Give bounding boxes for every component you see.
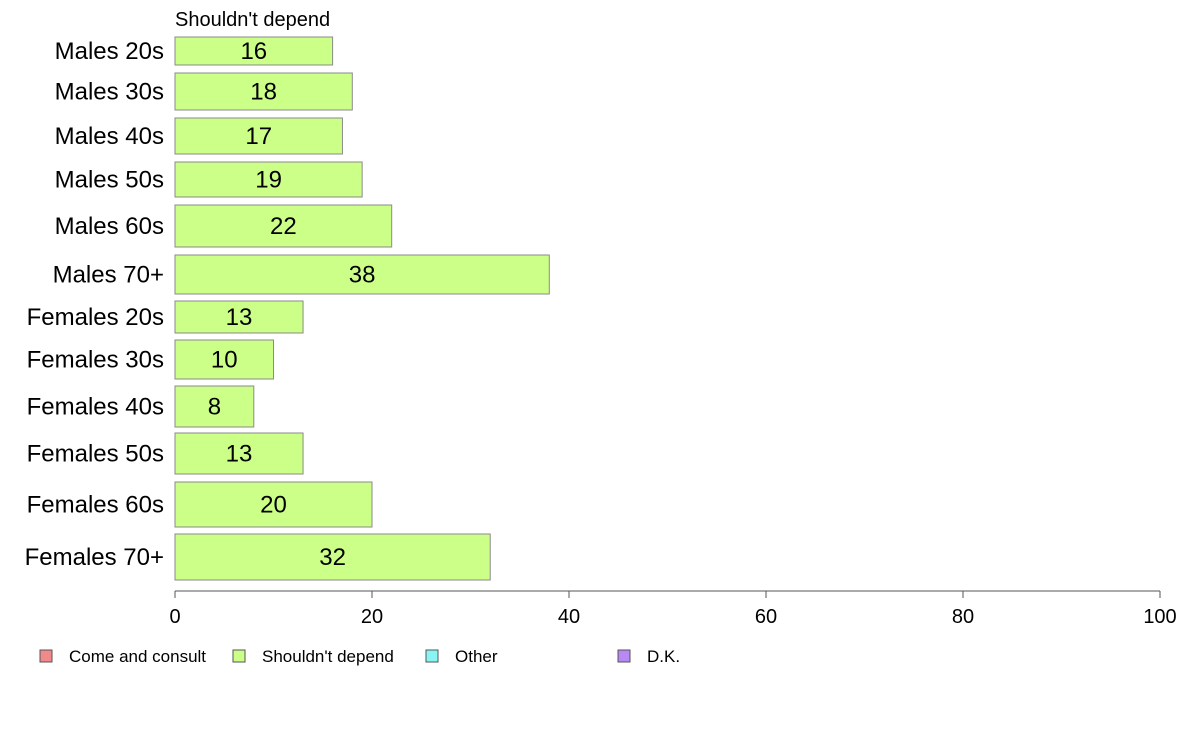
bar-males-30s [174,72,353,111]
bar-value-label: 20 [260,492,287,519]
legend-label-shouldn-t-depend: Shouldn't depend [262,647,394,666]
bar-value-label: 16 [240,38,267,65]
bar-females-20s [174,300,304,334]
x-axis: 0 20 40 60 80 100 [169,590,1177,628]
category-label: Females 70+ [25,544,164,571]
bar-value-label: 22 [270,213,297,240]
legend-swatch-d-k [617,649,631,663]
x-tick-label: 20 [361,606,383,628]
bar-value-label: 19 [255,167,282,194]
legend-swatch-other [425,649,439,663]
bar-females-60s [174,481,373,528]
bar-value-label: 13 [226,441,253,468]
legend-label-d-k: D.K. [647,647,680,666]
x-tick-label: 60 [755,606,777,628]
bar-females-70 [174,533,491,581]
category-label: Females 50s [27,441,164,468]
bar-females-50s [174,432,304,475]
bar-value-label: 32 [319,544,346,571]
category-label: Males 60s [55,213,164,240]
category-label: Males 30s [55,79,164,106]
bar-value-label: 38 [349,262,376,289]
category-label: Males 20s [55,38,164,65]
bar-males-50s [174,161,363,198]
bar-value-label: 10 [211,347,238,374]
category-label: Females 20s [27,304,164,331]
legend-swatch-shouldn-t-depend [232,649,246,663]
bar-females-40s [174,385,255,428]
legend: Come and consult Shouldn't depend Other D.K… [39,647,680,666]
category-label: Males 70+ [53,262,164,289]
category-label: Males 40s [55,123,164,150]
category-label: Males 50s [55,167,164,194]
bar-males-20s [174,36,334,66]
series-header-label: Shouldn't depend [175,9,330,31]
x-tick-label: 80 [952,606,974,628]
category-label: Females 30s [27,347,164,374]
x-tick-label: 40 [558,606,580,628]
legend-label-other: Other [455,647,498,666]
x-tick-label: 0 [169,606,180,628]
bars-group: 16 Males 20s 18 Males 30s 17 Males 40s 19 Males… [25,36,550,581]
category-label: Females 60s [27,492,164,519]
category-label: Females 40s [27,394,164,421]
legend-label-come-and-consult: Come and consult [69,647,206,666]
bar-males-60s [174,204,393,248]
bar-value-label: 17 [245,123,272,150]
x-tick-label: 100 [1143,606,1176,628]
bar-value-label: 13 [226,304,253,331]
legend-swatch-come-and-consult [39,649,53,663]
bar-value-label: 18 [250,79,277,106]
bar-males-70 [174,254,550,295]
bar-value-label: 8 [208,394,221,421]
bar-females-30s [174,339,274,380]
bar-males-40s [174,117,343,155]
